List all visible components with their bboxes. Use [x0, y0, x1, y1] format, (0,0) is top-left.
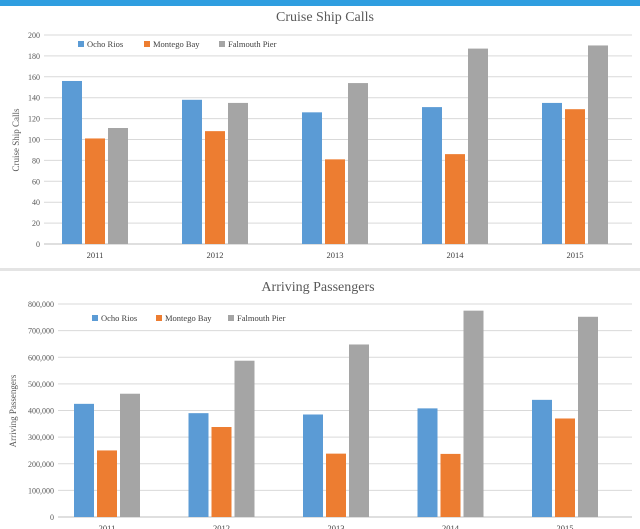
bar-montego-bay-2012 — [211, 427, 232, 517]
y-tick-label: 200 — [28, 31, 40, 40]
y-tick-label: 100 — [28, 136, 40, 145]
x-axis-categories: 2011 2012 2013 2014 2015 — [99, 523, 574, 529]
chart-divider — [0, 268, 640, 271]
bar-falmouth-pier-2015 — [588, 45, 608, 245]
x-category-label: 2011 — [99, 523, 116, 529]
bars — [74, 310, 598, 517]
legend-label: Montego Bay — [153, 39, 200, 49]
y-tick-label: 0 — [50, 513, 54, 522]
bar-ocho-rios-2014 — [422, 107, 442, 244]
y-tick-label: 400,000 — [28, 407, 54, 416]
y-tick-label: 800,000 — [28, 300, 54, 309]
bar-ocho-rios-2014 — [417, 408, 438, 517]
legend-swatch — [228, 315, 234, 321]
y-tick-label: 60 — [32, 177, 40, 186]
window-top-accent-bar — [0, 0, 640, 6]
y-tick-label: 20 — [32, 219, 40, 228]
bar-falmouth-pier-2013 — [348, 83, 368, 244]
bar-montego-bay-2015 — [565, 109, 585, 244]
legend-swatch — [219, 41, 225, 47]
bar-ocho-rios-2013 — [302, 112, 322, 244]
bar-falmouth-pier-2014 — [468, 48, 488, 245]
legend-swatch — [78, 41, 84, 47]
y-tick-label: 500,000 — [28, 380, 54, 389]
bar-falmouth-pier-2011 — [120, 393, 140, 517]
y-tick-label: 180 — [28, 52, 40, 61]
bar-ocho-rios-2011 — [62, 80, 82, 244]
y-tick-label: 0 — [36, 240, 40, 249]
bar-ocho-rios-2015 — [532, 399, 552, 517]
y-tick-label: 80 — [32, 156, 40, 165]
bar-ocho-rios-2015 — [542, 102, 562, 244]
bar-ocho-rios-2011 — [74, 403, 94, 517]
y-tick-label: 200,000 — [28, 460, 54, 469]
arriving-passengers-chart: Arriving Passengers Arriving Passengers … — [8, 280, 632, 529]
bar-ocho-rios-2012 — [188, 413, 209, 517]
legend-label: Falmouth Pier — [228, 39, 277, 49]
y-tick-label: 140 — [28, 94, 40, 103]
x-category-label: 2013 — [328, 523, 345, 529]
legend-label: Ocho Rios — [101, 313, 137, 323]
y-tick-label: 300,000 — [28, 433, 54, 442]
x-category-label: 2011 — [87, 250, 104, 260]
x-category-label: 2015 — [567, 250, 584, 260]
bar-montego-bay-2013 — [325, 159, 345, 244]
bar-ocho-rios-2013 — [303, 414, 323, 517]
x-category-label: 2015 — [557, 523, 574, 529]
y-tick-label: 700,000 — [28, 327, 54, 336]
gridlines — [44, 34, 632, 245]
x-category-label: 2013 — [327, 250, 344, 260]
bar-falmouth-pier-2012 — [228, 102, 248, 244]
legend-swatch — [156, 315, 162, 321]
legend-label: Falmouth Pier — [237, 313, 286, 323]
y-axis-title: Cruise Ship Calls — [11, 108, 21, 172]
y-axis-ticks: 0 20 40 60 80 100 120 140 160 180 200 — [28, 31, 40, 249]
y-tick-label: 160 — [28, 73, 40, 82]
legend-label: Ocho Rios — [87, 39, 123, 49]
x-category-label: 2012 — [207, 250, 224, 260]
bar-falmouth-pier-2014 — [463, 310, 484, 517]
y-tick-label: 100,000 — [28, 486, 54, 495]
y-tick-label: 600,000 — [28, 353, 54, 362]
bar-montego-bay-2011 — [97, 450, 117, 517]
legend-swatch — [92, 315, 98, 321]
legend: Ocho Rios Montego Bay Falmouth Pier — [92, 313, 286, 323]
legend-swatch — [144, 41, 150, 47]
bar-falmouth-pier-2015 — [578, 316, 598, 517]
chart-title: Arriving Passengers — [261, 280, 374, 295]
bars — [62, 45, 608, 245]
bar-montego-bay-2012 — [205, 131, 225, 244]
bar-montego-bay-2014 — [440, 453, 461, 517]
y-axis-title: Arriving Passengers — [8, 374, 18, 447]
chart-title: Cruise Ship Calls — [276, 10, 374, 25]
bar-montego-bay-2014 — [445, 154, 465, 244]
bar-ocho-rios-2012 — [182, 99, 202, 244]
x-category-label: 2014 — [447, 250, 465, 260]
legend-label: Montego Bay — [165, 313, 212, 323]
bar-montego-bay-2013 — [326, 453, 346, 517]
y-tick-label: 120 — [28, 115, 40, 124]
bar-falmouth-pier-2011 — [108, 128, 128, 244]
bar-montego-bay-2015 — [555, 418, 575, 517]
bar-falmouth-pier-2013 — [349, 344, 369, 517]
legend: Ocho Rios Montego Bay Falmouth Pier — [78, 39, 277, 49]
y-axis-ticks: 0 100,000 200,000 300,000 400,000 500,000 600,… — [28, 300, 54, 522]
cruise-ship-calls-chart: Cruise Ship Calls Cruise Ship Calls 0 20 4… — [11, 10, 632, 260]
x-axis-categories: 2011 2012 2013 2014 2015 — [87, 250, 584, 260]
y-tick-label: 40 — [32, 198, 40, 207]
x-category-label: 2014 — [442, 523, 460, 529]
bar-falmouth-pier-2012 — [234, 360, 255, 517]
bar-montego-bay-2011 — [85, 138, 105, 244]
x-category-label: 2012 — [213, 523, 230, 529]
